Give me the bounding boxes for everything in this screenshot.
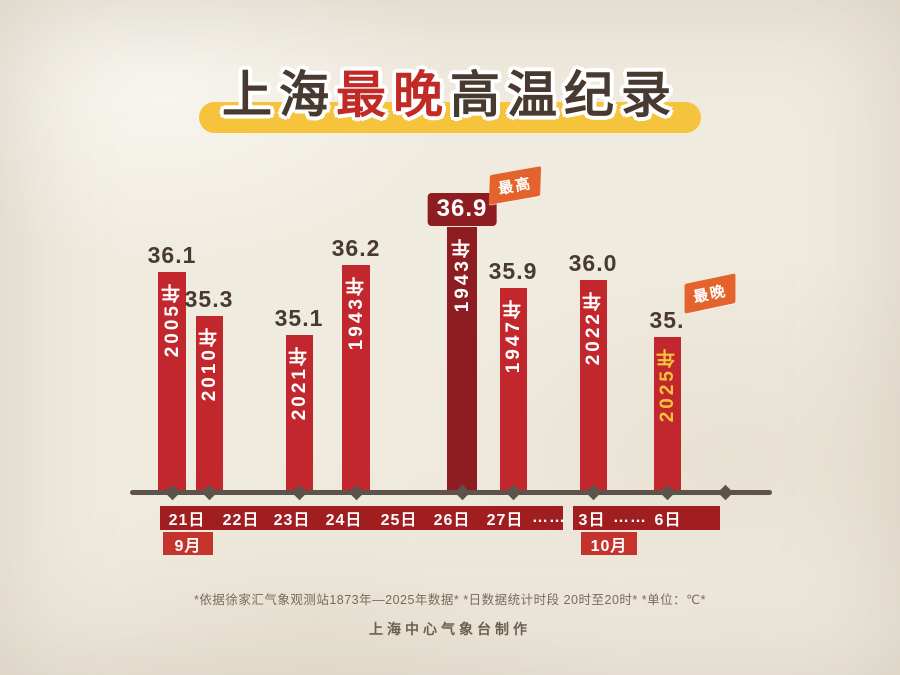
temp-bar: 36.1 2005年: [148, 242, 195, 493]
highest-flag: 最高: [488, 166, 542, 205]
year-label-wrap: 1943年: [447, 236, 477, 312]
year-label-wrap: 2010年: [196, 325, 223, 401]
october-date-band: 3日 …… 6日: [573, 506, 720, 530]
year-label: 2005年: [161, 281, 183, 358]
date-label: 25日: [380, 512, 418, 529]
temp-bar: 35.1 2021年: [275, 305, 322, 493]
year-label-wrap: 1943年: [342, 274, 370, 350]
title-highlight-bar: [199, 102, 701, 133]
year-label-wrap: 2025年: [654, 346, 681, 422]
year-label-wrap: 1947年: [500, 297, 527, 373]
year-label: 2022年: [582, 289, 604, 366]
september-badge: 9月: [163, 532, 213, 555]
date-label: 27日: [486, 512, 524, 529]
year-label: 2025年: [656, 346, 678, 423]
highest-flag-label: 最高: [496, 175, 534, 198]
temp-value: 36.1: [147, 242, 197, 268]
x-axis-line: [130, 490, 772, 495]
credit: 上海中心气象台制作: [369, 621, 531, 637]
temp-value: 36.2: [331, 235, 381, 261]
temp-value: 36.0: [568, 250, 618, 276]
date-label: 26日: [433, 512, 471, 529]
title-text: 上海最晚高温纪录: [0, 68, 900, 123]
latest-flag: 最晚: [684, 273, 736, 314]
year-label-wrap: 2022年: [580, 289, 607, 365]
title-part-accent: 最晚: [336, 67, 450, 123]
title-part-1: 上海: [222, 67, 336, 123]
year-label: 2010年: [198, 325, 220, 402]
temp-bar: 36.0 2022年: [569, 250, 616, 493]
temp-bar: 35.9 1947年: [489, 258, 536, 493]
title-part-2: 高温纪录: [450, 67, 678, 123]
date-label: 3日: [578, 512, 606, 529]
temp-value: 35.9: [488, 258, 538, 284]
footnote: *依据徐家汇气象观测站1873年—2025年数据* *日数据统计时段 20时至2…: [193, 593, 707, 607]
date-label: ……: [532, 509, 566, 526]
date-label: 24日: [325, 512, 363, 529]
date-label: ……: [613, 509, 647, 526]
temp-bar: 35.3 2010年: [185, 286, 232, 493]
october-badge: 10月: [581, 532, 637, 555]
date-label: 6日: [654, 512, 682, 529]
year-label: 2021年: [288, 344, 310, 421]
year-label: 1943年: [345, 274, 367, 351]
temp-bar: 35. 2025年: [650, 307, 683, 493]
temp-value: 36.9: [427, 193, 497, 226]
temp-value: 35.1: [274, 305, 324, 331]
year-label: 1947年: [502, 297, 524, 374]
temp-bar: 36.2 1943年: [332, 235, 379, 493]
year-label-wrap: 2005年: [158, 281, 186, 357]
date-label: 22日: [222, 512, 260, 529]
axis-diamond-marker: [717, 484, 733, 501]
page-title: 上海最晚高温纪录: [0, 62, 900, 142]
temp-value: 35.3: [184, 286, 234, 312]
date-label: 23日: [273, 512, 311, 529]
year-label-wrap: 2021年: [286, 344, 313, 420]
temp-bar: 36.9 1943年: [427, 193, 497, 493]
september-date-band: 21日 22日 23日 24日 25日 26日 27日 ……: [160, 506, 566, 530]
temp-value: 35.: [649, 307, 685, 333]
date-label: 21日: [168, 512, 206, 529]
year-label: 1943年: [451, 236, 473, 313]
latest-flag-label: 最晚: [691, 282, 729, 307]
